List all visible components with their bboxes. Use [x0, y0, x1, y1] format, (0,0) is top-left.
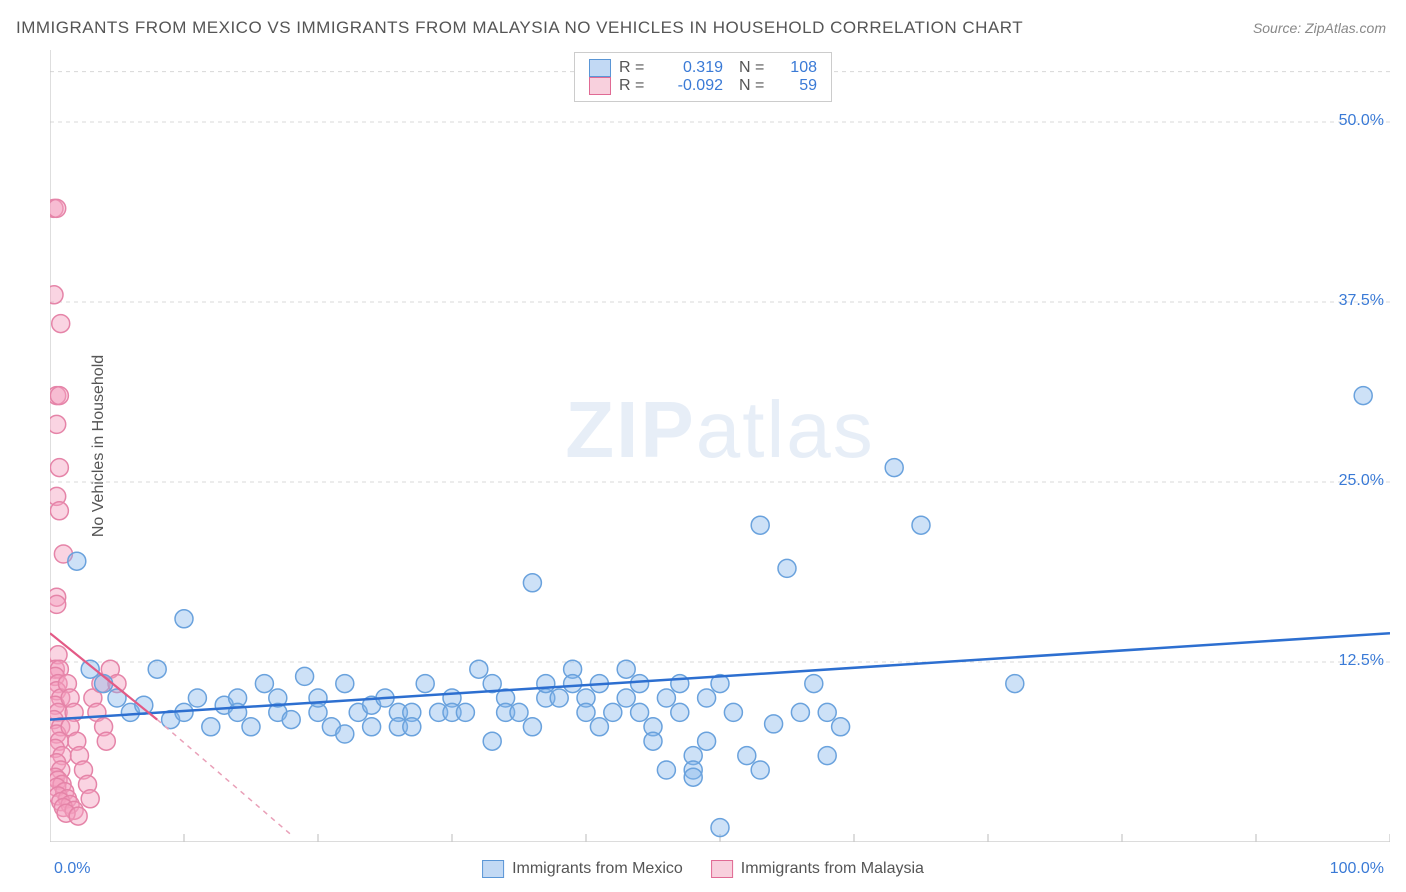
swatch-pink-icon: [589, 77, 611, 95]
y-tick-label: 12.5%: [1339, 652, 1384, 670]
chart-title: IMMIGRANTS FROM MEXICO VS IMMIGRANTS FRO…: [16, 18, 1023, 38]
r-label: R =: [619, 77, 653, 95]
x-tick-max: 100.0%: [1330, 860, 1384, 878]
n-label: N =: [739, 59, 769, 77]
legend-label-malaysia: Immigrants from Malaysia: [741, 860, 924, 878]
swatch-blue-icon: [589, 59, 611, 77]
y-tick-label: 37.5%: [1339, 292, 1384, 310]
n-value-blue: 108: [777, 59, 817, 77]
swatch-pink-icon: [711, 860, 733, 878]
r-value-pink: -0.092: [661, 77, 723, 95]
y-tick-label: 50.0%: [1339, 112, 1384, 130]
scatter-svg: [50, 50, 1390, 842]
x-tick-min: 0.0%: [54, 860, 90, 878]
legend-row-pink: R = -0.092 N = 59: [589, 77, 817, 95]
r-value-blue: 0.319: [661, 59, 723, 77]
chart-plot-area: ZIPatlas: [50, 50, 1390, 842]
correlation-legend: R = 0.319 N = 108 R = -0.092 N = 59: [574, 52, 832, 102]
series-legend: Immigrants from Mexico Immigrants from M…: [482, 860, 924, 878]
legend-item-mexico: Immigrants from Mexico: [482, 860, 683, 878]
legend-item-malaysia: Immigrants from Malaysia: [711, 860, 924, 878]
y-tick-label: 25.0%: [1339, 472, 1384, 490]
n-value-pink: 59: [777, 77, 817, 95]
swatch-blue-icon: [482, 860, 504, 878]
source-label: Source: ZipAtlas.com: [1253, 20, 1386, 36]
legend-row-blue: R = 0.319 N = 108: [589, 59, 817, 77]
r-label: R =: [619, 59, 653, 77]
n-label: N =: [739, 77, 769, 95]
legend-label-mexico: Immigrants from Mexico: [512, 860, 683, 878]
